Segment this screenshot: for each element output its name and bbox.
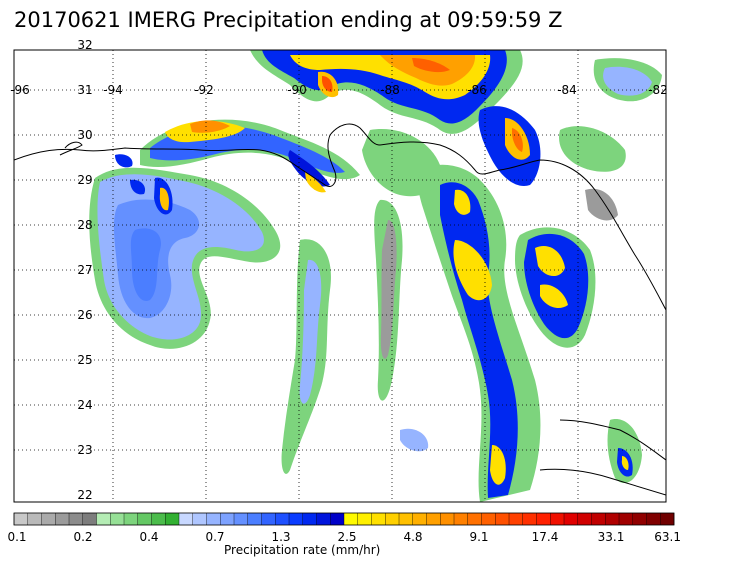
colorbar-swatch xyxy=(619,513,634,525)
colorbar-tick-label: 0.7 xyxy=(205,530,225,544)
colorbar-swatch xyxy=(302,513,317,525)
colorbar-swatch xyxy=(151,513,166,525)
lat-label: 24 xyxy=(77,398,92,412)
lat-label: 26 xyxy=(77,308,92,322)
colorbar-swatch xyxy=(632,513,647,525)
colorbar-swatch xyxy=(261,513,276,525)
lat-label: 30 xyxy=(77,128,92,142)
lat-label: 32 xyxy=(77,38,92,52)
colorbar-swatch xyxy=(69,513,84,525)
colorbar-swatch xyxy=(316,513,331,525)
colorbar-tick-label: 2.5 xyxy=(337,530,357,544)
colorbar-swatch xyxy=(509,513,524,525)
colorbar-swatch xyxy=(179,513,194,525)
lat-label: 31 xyxy=(77,83,92,97)
lat-label: 29 xyxy=(77,173,92,187)
colorbar-swatch xyxy=(646,513,661,525)
colorbar-swatch xyxy=(330,513,345,525)
lon-label: -82 xyxy=(648,83,668,97)
colorbar-swatch xyxy=(247,513,262,525)
colorbar-title: Precipitation rate (mm/hr) xyxy=(224,543,381,557)
colorbar-tick-label: 9.1 xyxy=(469,530,489,544)
colorbar-swatch xyxy=(206,513,221,525)
colorbar-swatch xyxy=(137,513,152,525)
colorbar-swatch xyxy=(27,513,42,525)
precip-light-field xyxy=(89,50,662,502)
colorbar-swatch xyxy=(55,513,70,525)
lat-label: 23 xyxy=(77,443,92,457)
colorbar-swatch xyxy=(165,513,180,525)
colorbar-swatch xyxy=(412,513,427,525)
lat-lon-grid xyxy=(14,50,666,502)
colorbar-swatch xyxy=(275,513,290,525)
latitude-labels: 32 31 30 29 28 27 26 25 24 23 22 xyxy=(77,38,92,502)
colorbar-swatch xyxy=(385,513,400,525)
colorbar-swatch xyxy=(110,513,125,525)
colorbar-tick-label: 4.8 xyxy=(403,530,423,544)
colorbar-swatch xyxy=(591,513,606,525)
map-title: 20170621 IMERG Precipitation ending at 0… xyxy=(14,8,563,32)
colorbar-swatch xyxy=(96,513,111,525)
colorbar-swatch xyxy=(220,513,235,525)
colorbar-swatch xyxy=(344,513,359,525)
lat-label: 27 xyxy=(77,263,92,277)
colorbar-swatch xyxy=(467,513,482,525)
colorbar-tick-label: 17.4 xyxy=(531,530,559,544)
lat-label: 22 xyxy=(77,488,92,502)
colorbar-swatch xyxy=(426,513,441,525)
colorbar-swatch xyxy=(495,513,510,525)
colorbar-tick-label: 1.3 xyxy=(271,530,291,544)
colorbar-swatch xyxy=(564,513,579,525)
lon-label: -92 xyxy=(194,83,214,97)
colorbar-border xyxy=(13,512,675,526)
colorbar-swatch xyxy=(577,513,592,525)
colorbar-swatch xyxy=(454,513,469,525)
coastlines xyxy=(14,123,666,496)
colorbar-swatch xyxy=(481,513,496,525)
lat-label: 28 xyxy=(77,218,92,232)
colorbar-swatch xyxy=(522,513,537,525)
lon-label: -86 xyxy=(467,83,487,97)
colorbar-swatch xyxy=(289,513,304,525)
colorbar-swatch xyxy=(41,513,56,525)
colorbar-swatch xyxy=(357,513,372,525)
colorbar-swatch xyxy=(234,513,249,525)
colorbar-swatch xyxy=(399,513,414,525)
colorbar-swatch xyxy=(550,513,565,525)
colorbar-swatch xyxy=(371,513,386,525)
colorbar-tick-label: 0.2 xyxy=(73,530,93,544)
colorbar-swatch xyxy=(440,513,455,525)
colorbar-swatch xyxy=(124,513,139,525)
lon-label: -96 xyxy=(10,83,30,97)
colorbar-swatch xyxy=(605,513,620,525)
lat-label: 25 xyxy=(77,353,92,367)
longitude-labels: -96 -94 -92 -90 -88 -86 -84 -82 xyxy=(10,83,668,97)
colorbar-tick-label: 33.1 xyxy=(597,530,625,544)
colorbar-tick-label: 0.1 xyxy=(7,530,27,544)
colorbar-swatch xyxy=(660,513,675,525)
colorbar-swatch xyxy=(14,513,29,525)
lon-label: -88 xyxy=(380,83,400,97)
colorbar-swatch xyxy=(192,513,207,525)
lon-label: -90 xyxy=(287,83,307,97)
lon-label: -84 xyxy=(557,83,577,97)
colorbar xyxy=(13,512,675,526)
colorbar-tick-label: 63.1 xyxy=(654,530,682,544)
map-frame xyxy=(13,49,667,503)
colorbar-swatch xyxy=(536,513,551,525)
colorbar-swatch xyxy=(82,513,97,525)
lon-label: -94 xyxy=(103,83,123,97)
colorbar-tick-label: 0.4 xyxy=(139,530,159,544)
